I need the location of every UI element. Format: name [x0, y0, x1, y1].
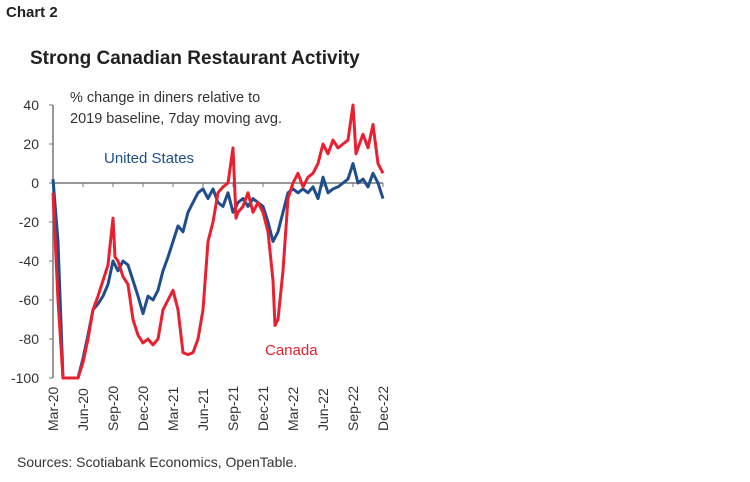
- chart-label: Chart 2: [6, 4, 58, 21]
- x-tick-label: Jun-20: [75, 388, 91, 431]
- series-line-canada: [51, 103, 385, 380]
- annotation-line: 2019 baseline, 7day moving avg.: [70, 111, 283, 127]
- x-tick-label: Jun-21: [195, 388, 211, 431]
- x-tick-label: Dec-20: [135, 386, 151, 431]
- y-tick-label: -20: [19, 214, 39, 230]
- x-tick-label: Dec-22: [375, 386, 391, 431]
- y-tick-label: -100: [11, 370, 39, 386]
- chart-annotation: % change in diners relative to 2019 base…: [70, 88, 282, 130]
- x-tick-label: Mar-22: [285, 386, 301, 431]
- x-tick-label: Dec-21: [255, 386, 271, 431]
- y-tick-label: -60: [19, 292, 39, 308]
- y-tick-label: -40: [19, 253, 39, 269]
- sources-note: Sources: Scotiabank Economics, OpenTable…: [17, 454, 298, 470]
- x-tick-label: Sep-21: [225, 386, 241, 431]
- y-tick-label: 0: [31, 175, 39, 191]
- x-tick-label: Sep-22: [345, 386, 361, 431]
- y-tick-label: 40: [23, 97, 39, 113]
- chart-title: Strong Canadian Restaurant Activity: [30, 48, 360, 69]
- y-tick-label: 20: [23, 136, 39, 152]
- x-tick-label: Mar-21: [165, 386, 181, 431]
- legend-canada: Canada: [265, 342, 318, 359]
- annotation-line: % change in diners relative to: [70, 90, 261, 106]
- x-tick-label: Mar-20: [45, 386, 61, 431]
- y-tick-label: -80: [19, 331, 39, 347]
- legend-united-states: United States: [104, 150, 194, 167]
- x-tick-label: Sep-20: [105, 386, 121, 431]
- x-tick-label: Jun-22: [315, 388, 331, 431]
- series-line-united-states: [51, 162, 385, 380]
